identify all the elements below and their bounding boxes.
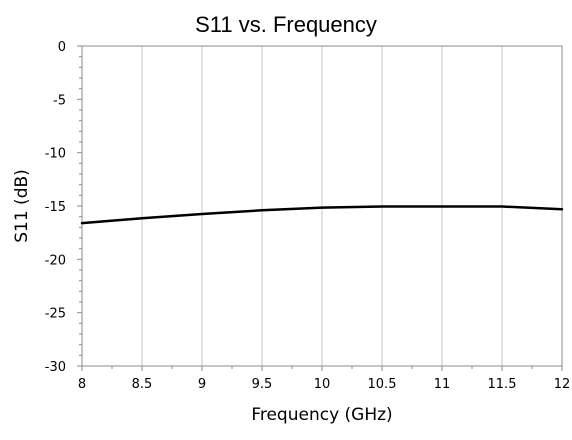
chart-title: S11 vs. Frequency	[195, 12, 377, 37]
y-axis-title: S11 (dB)	[12, 169, 32, 243]
y-tick-label: -20	[45, 253, 66, 268]
y-tick-label: -15	[45, 200, 66, 215]
series-layer	[80, 205, 564, 225]
x-tick-label: 9	[198, 377, 206, 392]
y-tick-label: 0	[58, 40, 66, 55]
x-axis-title: Frequency (GHz)	[251, 405, 392, 425]
x-tick-label: 10	[314, 377, 331, 392]
x-tick-label: 10.5	[368, 377, 397, 392]
x-tick-label: 8.5	[132, 377, 153, 392]
s11-series-line	[80, 205, 564, 225]
axis-ticks	[77, 45, 563, 371]
x-tick-label: 12	[554, 377, 571, 392]
y-tick-label: -10	[45, 147, 66, 162]
y-tick-label: -30	[45, 360, 66, 375]
y-tick-label: -5	[53, 93, 66, 108]
x-tick-label: 9.5	[252, 377, 273, 392]
x-tick-label: 8	[78, 377, 86, 392]
x-tick-label: 11	[434, 377, 451, 392]
y-tick-label: -25	[45, 307, 66, 322]
x-tick-label: 11.5	[488, 377, 517, 392]
tick-labels: 8 8.5 9 9.5 10 10.5 11 11.5 12 0 -5 -10 -15 -20 -25 -30	[45, 40, 571, 392]
